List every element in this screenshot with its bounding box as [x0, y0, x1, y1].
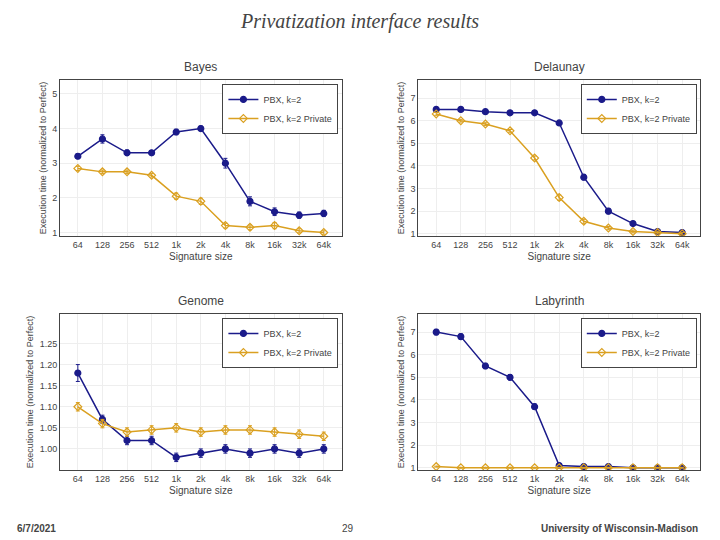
svg-text:64k: 64k	[317, 474, 332, 484]
svg-text:256: 256	[478, 474, 493, 484]
svg-text:32k: 32k	[292, 240, 307, 250]
svg-text:Delaunay: Delaunay	[534, 60, 585, 74]
svg-text:128: 128	[95, 474, 110, 484]
svg-text:1.05: 1.05	[40, 423, 58, 433]
svg-text:PBX, k=2: PBX, k=2	[622, 95, 660, 105]
svg-text:2: 2	[411, 206, 416, 216]
svg-text:3: 3	[411, 184, 416, 194]
svg-text:Labyrinth: Labyrinth	[535, 294, 584, 308]
svg-text:5: 5	[411, 372, 416, 382]
svg-text:16k: 16k	[267, 474, 282, 484]
svg-text:1k: 1k	[171, 240, 181, 250]
svg-text:1.20: 1.20	[40, 360, 58, 370]
svg-text:16k: 16k	[626, 240, 641, 250]
svg-text:Signature size: Signature size	[169, 251, 233, 262]
svg-text:PBX, k=2 Private: PBX, k=2 Private	[263, 114, 331, 124]
svg-text:7: 7	[411, 93, 416, 103]
svg-text:1: 1	[52, 228, 57, 238]
svg-text:5: 5	[411, 138, 416, 148]
svg-text:1: 1	[411, 229, 416, 239]
svg-text:4k: 4k	[221, 474, 231, 484]
svg-text:2: 2	[411, 440, 416, 450]
svg-text:6: 6	[411, 350, 416, 360]
svg-text:64k: 64k	[675, 474, 690, 484]
svg-text:1.10: 1.10	[40, 402, 58, 412]
svg-text:64k: 64k	[317, 240, 332, 250]
svg-text:16k: 16k	[267, 240, 282, 250]
svg-text:Signature size: Signature size	[169, 485, 233, 496]
svg-text:256: 256	[120, 240, 135, 250]
svg-text:128: 128	[453, 474, 468, 484]
svg-text:6: 6	[411, 116, 416, 126]
svg-text:Execution time (normalized to: Execution time (normalized to Perfect)	[396, 82, 406, 235]
svg-text:512: 512	[502, 474, 517, 484]
svg-text:512: 512	[502, 240, 517, 250]
svg-text:4: 4	[411, 395, 416, 405]
svg-text:Signature size: Signature size	[528, 485, 592, 496]
svg-text:PBX, k=2: PBX, k=2	[622, 329, 660, 339]
svg-text:4k: 4k	[579, 474, 589, 484]
svg-text:6/7/2021: 6/7/2021	[17, 523, 56, 534]
svg-text:64: 64	[73, 240, 83, 250]
svg-text:2k: 2k	[554, 474, 564, 484]
svg-text:16k: 16k	[626, 474, 641, 484]
svg-text:1.00: 1.00	[40, 444, 58, 454]
svg-text:Execution time (normalized to: Execution time (normalized to Perfect)	[396, 316, 406, 469]
svg-text:Execution time (normalized to: Execution time (normalized to Perfect)	[38, 82, 48, 235]
svg-text:Bayes: Bayes	[184, 60, 217, 74]
svg-text:2k: 2k	[196, 240, 206, 250]
svg-text:8k: 8k	[245, 240, 255, 250]
svg-text:Genome: Genome	[178, 294, 224, 308]
svg-text:4k: 4k	[221, 240, 231, 250]
svg-text:2k: 2k	[554, 240, 564, 250]
svg-text:3: 3	[411, 418, 416, 428]
svg-text:256: 256	[478, 240, 493, 250]
svg-text:64: 64	[431, 240, 441, 250]
svg-text:512: 512	[144, 240, 159, 250]
svg-text:8k: 8k	[604, 240, 614, 250]
svg-text:128: 128	[95, 240, 110, 250]
svg-text:5: 5	[52, 89, 57, 99]
svg-text:32k: 32k	[292, 474, 307, 484]
svg-text:32k: 32k	[650, 240, 665, 250]
svg-text:64: 64	[431, 474, 441, 484]
svg-text:PBX, k=2 Private: PBX, k=2 Private	[622, 114, 690, 124]
svg-text:3: 3	[52, 158, 57, 168]
svg-text:1.15: 1.15	[40, 381, 58, 391]
svg-text:1k: 1k	[171, 474, 181, 484]
svg-text:64: 64	[73, 474, 83, 484]
svg-text:1k: 1k	[530, 474, 540, 484]
svg-text:8k: 8k	[604, 474, 614, 484]
svg-text:8k: 8k	[245, 474, 255, 484]
svg-text:64k: 64k	[675, 240, 690, 250]
svg-text:4k: 4k	[579, 240, 589, 250]
svg-text:256: 256	[120, 474, 135, 484]
svg-text:PBX, k=2 Private: PBX, k=2 Private	[622, 348, 690, 358]
svg-text:7: 7	[411, 327, 416, 337]
svg-text:1: 1	[411, 463, 416, 473]
svg-text:1k: 1k	[530, 240, 540, 250]
svg-text:Privatization interface result: Privatization interface results	[240, 10, 479, 33]
svg-text:29: 29	[342, 523, 354, 534]
svg-text:1.25: 1.25	[40, 339, 58, 349]
svg-text:4: 4	[411, 161, 416, 171]
svg-text:University of Wisconsin-Madiso: University of Wisconsin-Madison	[541, 523, 698, 534]
svg-text:2: 2	[52, 193, 57, 203]
svg-text:2k: 2k	[196, 474, 206, 484]
svg-text:Execution time (normalized to: Execution time (normalized to Perfect)	[25, 316, 35, 469]
svg-text:PBX, k=2: PBX, k=2	[263, 329, 301, 339]
svg-text:PBX, k=2 Private: PBX, k=2 Private	[263, 348, 331, 358]
svg-text:32k: 32k	[650, 474, 665, 484]
svg-text:4: 4	[52, 124, 57, 134]
svg-text:Signature size: Signature size	[528, 251, 592, 262]
svg-text:512: 512	[144, 474, 159, 484]
svg-text:128: 128	[453, 240, 468, 250]
svg-text:PBX, k=2: PBX, k=2	[263, 95, 301, 105]
